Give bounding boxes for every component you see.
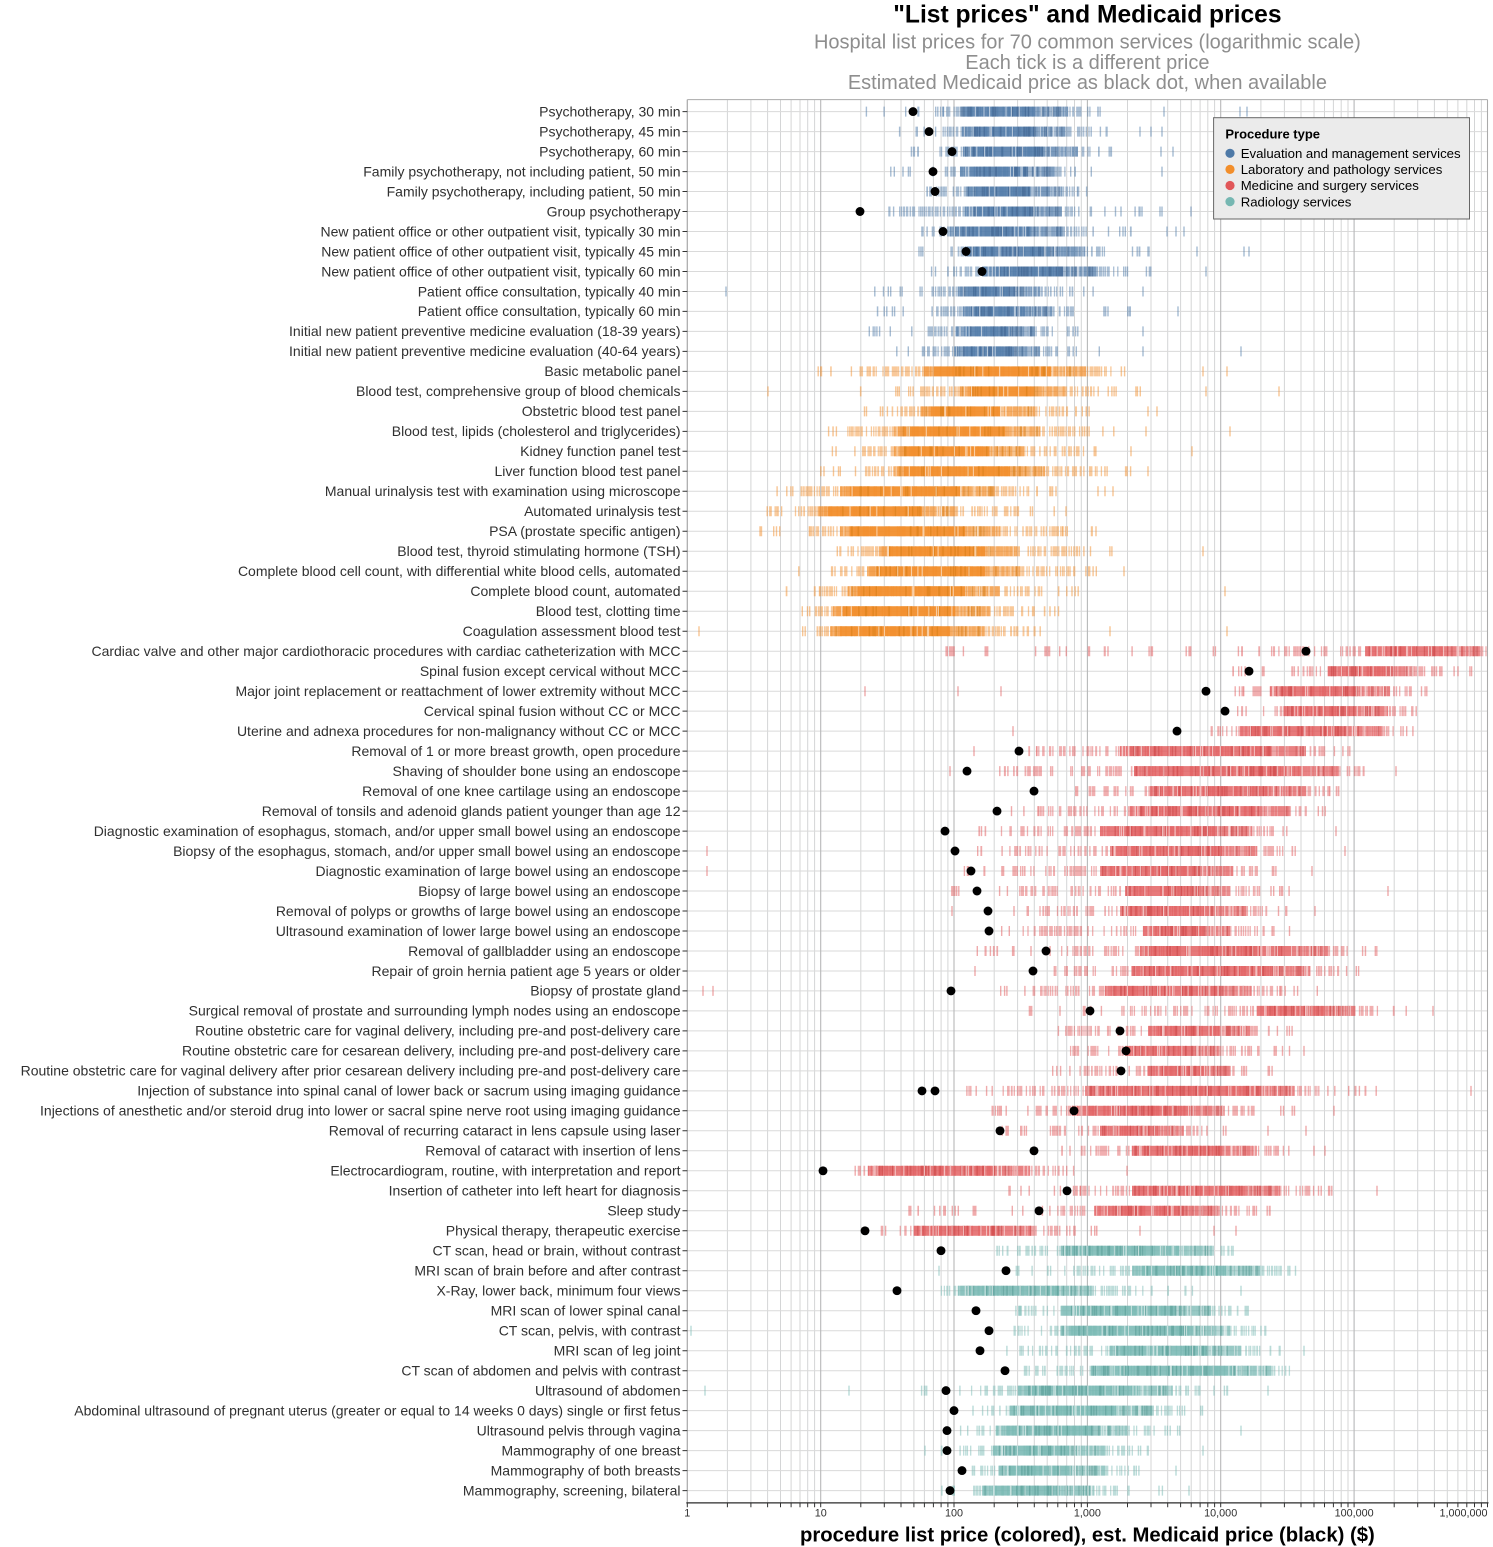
svg-text:MRI scan of lower spinal canal: MRI scan of lower spinal canal [491,1303,681,1319]
svg-text:Manual urinalysis test with ex: Manual urinalysis test with examination … [325,483,681,499]
svg-text:Initial new patient preventive: Initial new patient preventive medicine … [289,343,680,359]
svg-text:MRI scan of leg joint: MRI scan of leg joint [554,1343,681,1359]
svg-text:Removal of recurring cataract: Removal of recurring cataract in lens ca… [329,1123,681,1139]
svg-text:Radiology services: Radiology services [1241,194,1352,209]
svg-text:Patient office consultation, t: Patient office consultation, typically 4… [418,283,681,299]
svg-text:1,000,000: 1,000,000 [1439,1507,1487,1519]
svg-text:Mammography of both breasts: Mammography of both breasts [491,1462,681,1478]
svg-text:Biopsy of prostate gland: Biopsy of prostate gland [530,983,680,999]
svg-text:Shaving of shoulder bone using: Shaving of shoulder bone using an endosc… [393,763,681,779]
svg-text:Kidney function panel test: Kidney function panel test [520,443,680,459]
svg-text:Removal of cataract with inser: Removal of cataract with insertion of le… [425,1143,680,1159]
svg-text:MRI scan of brain before and a: MRI scan of brain before and after contr… [414,1263,680,1279]
svg-text:Surgical removal of prostate a: Surgical removal of prostate and surroun… [189,1003,681,1019]
svg-text:Physical therapy, therapeutic: Physical therapy, therapeutic exercise [446,1223,681,1239]
svg-text:10,000: 10,000 [1204,1507,1237,1519]
svg-text:New patient office of other ou: New patient office of other outpatient v… [321,243,680,259]
svg-text:Diagnostic examination of larg: Diagnostic examination of large bowel us… [315,863,680,879]
svg-text:10: 10 [815,1507,827,1519]
svg-text:Sleep study: Sleep study [607,1203,680,1219]
svg-text:1: 1 [684,1507,690,1519]
svg-text:Repair of groin hernia patient: Repair of groin hernia patient age 5 yea… [372,963,681,979]
svg-text:Automated urinalysis test: Automated urinalysis test [524,503,681,519]
svg-text:Removal of tonsils and adenoid: Removal of tonsils and adenoid glands pa… [262,803,681,819]
svg-text:100: 100 [945,1507,963,1519]
svg-text:Electrocardiogram, routine, wi: Electrocardiogram, routine, with interpr… [330,1163,680,1179]
svg-text:Laboratory and pathology servi: Laboratory and pathology services [1241,162,1443,177]
svg-text:Initial new patient preventive: Initial new patient preventive medicine … [289,323,680,339]
svg-text:Family psychotherapy, includin: Family psychotherapy, including patient,… [387,183,681,199]
svg-text:Uterine and adnexa procedures: Uterine and adnexa procedures for non-ma… [237,723,681,739]
svg-text:Psychotherapy, 30 min: Psychotherapy, 30 min [539,103,680,119]
svg-text:Basic metabolic panel: Basic metabolic panel [544,363,680,379]
svg-text:Blood test, comprehensive grou: Blood test, comprehensive group of blood… [356,383,681,399]
svg-text:CT scan, head or brain, withou: CT scan, head or brain, without contrast [433,1243,681,1259]
svg-text:CT scan, pelvis, with contrast: CT scan, pelvis, with contrast [499,1323,681,1339]
svg-text:"List prices" and Medicaid pri: "List prices" and Medicaid prices [893,2,1281,29]
svg-text:Psychotherapy, 45 min: Psychotherapy, 45 min [539,123,680,139]
svg-text:Removal of gallbladder using a: Removal of gallbladder using an endoscop… [408,943,681,959]
svg-text:Removal of polyps or growths o: Removal of polyps or growths of large bo… [276,903,681,919]
svg-text:Family psychotherapy, not incl: Family psychotherapy, not including pati… [363,163,680,179]
svg-text:100,000: 100,000 [1335,1507,1374,1519]
svg-text:Ultrasound of abdomen: Ultrasound of abdomen [535,1382,681,1398]
svg-text:Spinal fusion except cervical: Spinal fusion except cervical without MC… [420,663,681,679]
svg-text:Liver function blood test pane: Liver function blood test panel [494,463,680,479]
svg-text:Routine obstetric care for vag: Routine obstetric care for vaginal deliv… [21,1063,681,1079]
svg-text:Blood test, lipids (cholestero: Blood test, lipids (cholesterol and trig… [392,423,681,439]
svg-text:X-Ray, lower back, minimum fou: X-Ray, lower back, minimum four views [436,1283,680,1299]
svg-text:Insertion of catheter into lef: Insertion of catheter into left heart fo… [389,1183,681,1199]
svg-text:Mammography of one breast: Mammography of one breast [502,1442,681,1458]
svg-text:Ultrasound pelvis through vagi: Ultrasound pelvis through vagina [477,1422,681,1438]
svg-text:Complete blood count, automate: Complete blood count, automated [470,583,680,599]
svg-text:Routine obstetric care for ces: Routine obstetric care for cesarean deli… [182,1043,681,1059]
svg-text:Evaluation and management serv: Evaluation and management services [1241,146,1461,161]
svg-text:Ultrasound examination of lowe: Ultrasound examination of lower large bo… [276,923,681,939]
svg-text:Patient office consultation, t: Patient office consultation, typically 6… [418,303,681,319]
svg-text:Biopsy of large bowel using an: Biopsy of large bowel using an endoscope [418,883,681,899]
svg-text:Removal of 1 or more breast gr: Removal of 1 or more breast growth, open… [351,743,680,759]
svg-text:Injection of substance into sp: Injection of substance into spinal canal… [137,1083,680,1099]
svg-text:procedure list price (colored): procedure list price (colored), est. Med… [800,1525,1375,1547]
svg-text:Major joint replacement or rea: Major joint replacement or reattachment … [235,683,680,699]
svg-text:New patient office or other ou: New patient office or other outpatient v… [320,223,680,239]
svg-text:Obstetric blood test panel: Obstetric blood test panel [522,403,681,419]
svg-text:Blood test, thyroid stimulatin: Blood test, thyroid stimulating hormone … [397,543,680,559]
svg-text:Abdominal ultrasound of pregna: Abdominal ultrasound of pregnant uterus … [74,1402,680,1418]
svg-text:Routine obstetric care for vag: Routine obstetric care for vaginal deliv… [195,1023,681,1039]
svg-text:Injections of anesthetic and/o: Injections of anesthetic and/or steroid … [40,1103,681,1119]
svg-text:Cardiac valve and other major: Cardiac valve and other major cardiothor… [91,643,680,659]
svg-text:Removal of one knee cartilage: Removal of one knee cartilage using an e… [362,783,681,799]
svg-text:PSA (prostate specific antigen: PSA (prostate specific antigen) [489,523,680,539]
svg-text:Coagulation assessment blood t: Coagulation assessment blood test [463,623,681,639]
svg-text:1,000: 1,000 [1074,1507,1101,1519]
svg-text:Complete blood cell count, wit: Complete blood cell count, with differen… [238,563,681,579]
svg-text:Group psychotherapy: Group psychotherapy [547,203,681,219]
svg-text:Psychotherapy, 60 min: Psychotherapy, 60 min [539,143,680,159]
svg-text:Diagnostic examination of esop: Diagnostic examination of esophagus, sto… [94,823,681,839]
svg-text:Procedure type: Procedure type [1225,127,1320,142]
svg-text:Hospital list prices for 70 co: Hospital list prices for 70 common servi… [814,32,1361,54]
svg-text:Each tick is a different price: Each tick is a different price [965,52,1209,74]
svg-text:CT scan of abdomen and pelvis: CT scan of abdomen and pelvis with contr… [401,1363,680,1379]
svg-text:Blood test, clotting time: Blood test, clotting time [536,603,681,619]
svg-text:Estimated Medicaid price as bl: Estimated Medicaid price as black dot, w… [848,72,1327,94]
svg-text:New patient office of other ou: New patient office of other outpatient v… [321,263,680,279]
svg-text:Biopsy of the esophagus, stoma: Biopsy of the esophagus, stomach, and/or… [173,843,681,859]
svg-text:Cervical spinal fusion without: Cervical spinal fusion without CC or MCC [424,703,681,719]
svg-text:Mammography, screening, bilate: Mammography, screening, bilateral [463,1482,681,1498]
svg-text:Medicine and surgery services: Medicine and surgery services [1241,178,1420,193]
